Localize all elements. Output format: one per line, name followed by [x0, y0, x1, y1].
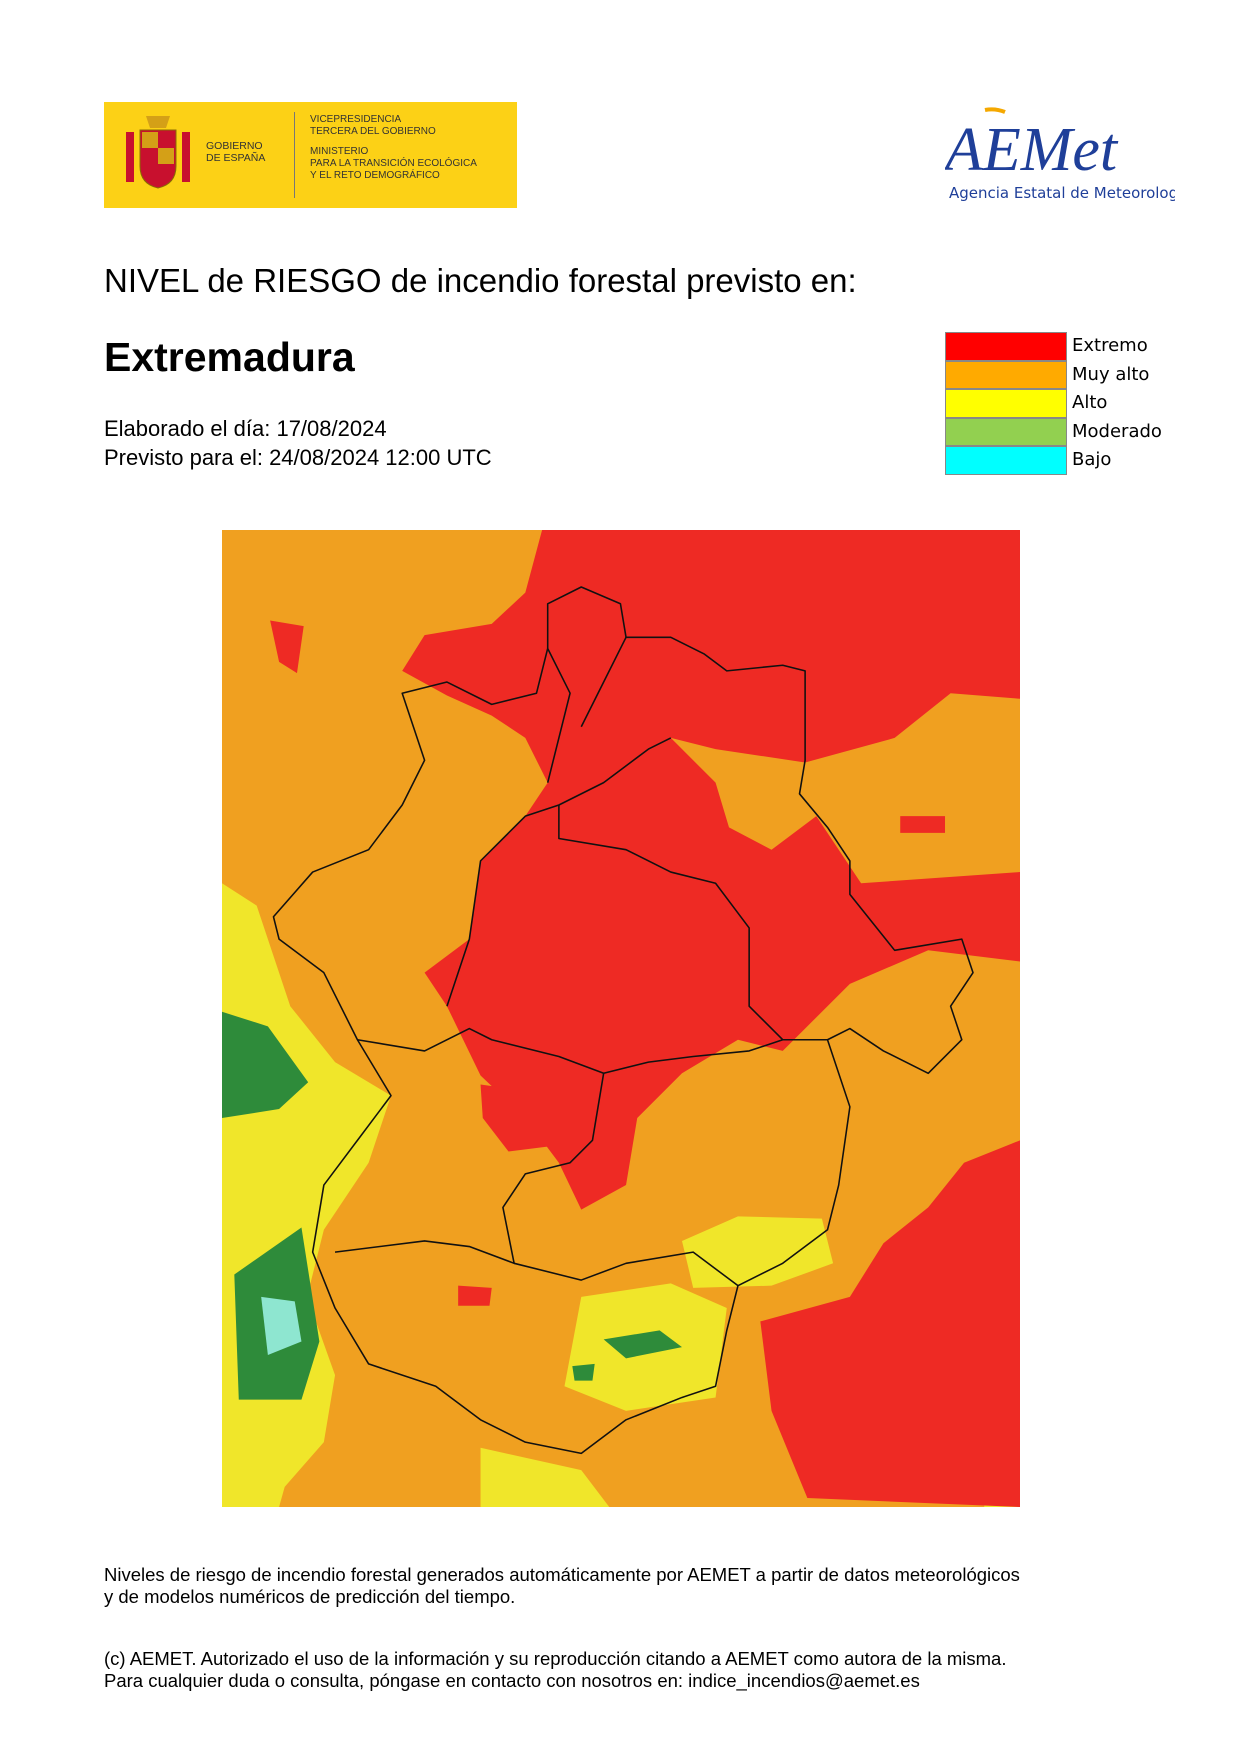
legend-label: Muy alto [1072, 363, 1150, 385]
text-line: GOBIERNO [206, 140, 263, 152]
logo-text: AEMet [945, 116, 1119, 184]
government-logo: GOBIERNO DE ESPAÑA VICEPRESIDENCIA TERCE… [104, 102, 517, 208]
footer-note: Niveles de riesgo de incendio forestal g… [104, 1564, 1020, 1608]
legend-swatch [945, 417, 1067, 446]
region: Extremadura [104, 334, 355, 380]
legend-swatch [945, 360, 1067, 389]
text-line: TERCERA DEL GOBIERNO [310, 126, 436, 137]
legend-swatch [945, 389, 1067, 418]
risk-areas [222, 530, 1020, 1507]
legend-label: Bajo [1072, 449, 1112, 470]
footer-copyright: (c) AEMET. Autorizado el uso de la infor… [104, 1648, 1006, 1692]
issued-date: Elaborado el día: 17/08/2024 [104, 416, 387, 441]
legend-label: Moderado [1072, 420, 1162, 442]
text-line: Y EL RETO DEMOGRÁFICO [310, 170, 440, 181]
aemet-logo: AEMet Agencia Estatal de Meteorología [945, 107, 1175, 202]
spacer [310, 138, 477, 146]
coat-of-arms [126, 116, 190, 189]
legend-swatch [945, 332, 1067, 361]
ministry-name: VICEPRESIDENCIA TERCERA DEL GOBIERNO MIN… [310, 114, 477, 182]
gov-name: GOBIERNO DE ESPAÑA [206, 140, 265, 164]
text-line: Niveles de riesgo de incendio forestal g… [104, 1564, 1020, 1585]
separator [294, 112, 295, 198]
legend-label: Alto [1072, 392, 1108, 413]
text-line: PARA LA TRANSICIÓN ECOLÓGICA [310, 158, 477, 169]
legend-swatch [945, 446, 1067, 475]
text-line: MINISTERIO [310, 146, 369, 157]
text-line: DE ESPAÑA [206, 152, 266, 164]
legend-label: Extremo [1072, 335, 1148, 356]
text-line: VICEPRESIDENCIA [310, 114, 402, 125]
text-line: Para cualquier duda o consulta, póngase … [104, 1670, 920, 1691]
text-line: (c) AEMET. Autorizado el uso de la infor… [104, 1648, 1007, 1669]
logo-subtitle: Agencia Estatal de Meteorología [949, 184, 1175, 202]
text-line: y de modelos numéricos de predicción del… [104, 1586, 516, 1607]
risk-map [222, 530, 1020, 1507]
title: NIVEL de RIESGO de incendio forestal pre… [104, 262, 857, 299]
boundaries [272, 586, 974, 1455]
valid-date: Previsto para el: 24/08/2024 12:00 UTC [104, 445, 492, 470]
